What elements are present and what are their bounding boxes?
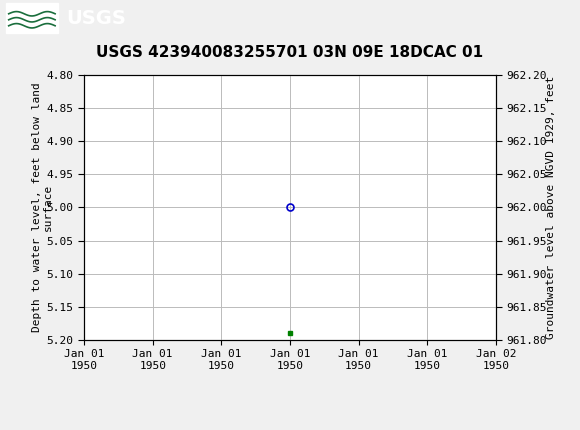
Bar	[6, 3, 58, 33]
Text: USGS: USGS	[67, 9, 126, 28]
Y-axis label: Depth to water level, feet below land
surface: Depth to water level, feet below land su…	[32, 83, 53, 332]
Y-axis label: Groundwater level above NGVD 1929, feet: Groundwater level above NGVD 1929, feet	[546, 76, 556, 339]
Text: USGS 423940083255701 03N 09E 18DCAC 01: USGS 423940083255701 03N 09E 18DCAC 01	[96, 45, 484, 60]
